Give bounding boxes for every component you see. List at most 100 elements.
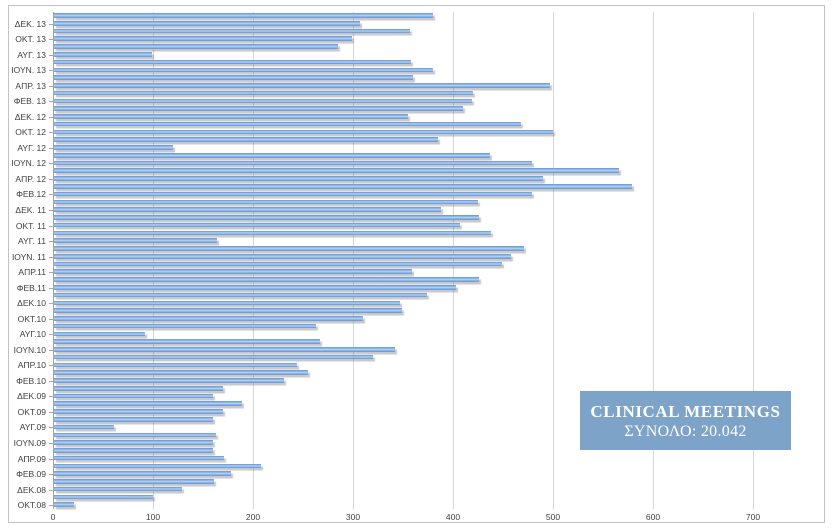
y-category-label: ΟΚΤ.10 [17,313,46,324]
gridline [653,12,654,509]
bar [54,121,521,127]
y-axis-tick [49,272,53,274]
y-category-label: ΑΥΓ. 12 [17,142,46,153]
y-axis-tick [49,396,53,398]
bar [54,479,214,484]
bar-ΑΠΡ.09 [54,455,224,461]
y-category-label: ΑΥΓ.09 [19,422,46,433]
bar [54,230,491,236]
bar [54,463,261,469]
gridline [253,12,254,509]
y-axis-tick [49,489,53,491]
bar-ΙΟΥΝ. 11 [54,253,511,259]
y-axis-tick [49,241,53,243]
x-tick-label: 700 [745,512,761,522]
y-axis-tick [49,334,53,336]
y-category-label: ΔΕΚ. 13 [14,18,46,29]
y-category-label: ΑΠΡ.09 [17,453,46,464]
bar [54,416,213,422]
bar [54,59,411,65]
overlay-total-value: ΣΥΝΟΛΟ: 20.042 [624,422,747,440]
bar-ΙΟΥΝ.10 [54,347,395,352]
value-axis-line [53,12,54,509]
bar [54,106,463,111]
bar [54,75,413,80]
bar-ΑΥΓ.09 [54,424,114,430]
bar [54,137,438,143]
bar-ΙΟΥΝ.09 [54,440,213,445]
y-category-label: ΟΚΤ.08 [17,500,46,511]
y-category-label: ΟΚΤ. 11 [15,220,46,231]
bar [54,385,223,391]
bar [54,339,320,344]
x-tick-label: 100 [145,512,161,522]
x-tick-label: 0 [50,512,56,522]
y-category-label: ΦΕΒ.12 [16,189,46,200]
y-category-label: ΑΠΡ.10 [17,360,46,371]
bar-ΦΕΒ.11 [54,284,456,290]
bar [54,432,216,438]
bar [54,448,213,453]
y-category-label: ΙΟΥΝ.09 [13,437,46,448]
y-category-label: ΟΚΤ. 12 [15,127,46,138]
bar-ΙΟΥΝ. 12 [54,160,532,166]
bar-ΙΟΥΝ. 13 [54,67,433,73]
gridline [753,12,754,509]
x-tick-label: 200 [245,512,261,522]
y-category-label: ΦΕΒ.09 [16,469,46,480]
bar-ΑΠΡ. 13 [54,83,550,88]
bar [54,370,308,375]
y-category-label: ΑΠΡ.11 [18,267,46,278]
bar-ΦΕΒ.09 [54,471,231,476]
y-category-label: ΔΕΚ.10 [17,298,46,309]
y-axis-tick [49,194,53,196]
bar [54,401,242,407]
bar [54,277,479,282]
total-overlay: CLINICAL MEETINGS ΣΥΝΟΛΟ: 20.042 [580,391,791,450]
bar [54,354,373,360]
y-axis-tick [49,70,53,72]
bar-ΦΕΒ.10 [54,378,284,383]
y-category-label: ΑΥΓ. 11 [17,236,46,247]
y-category-label: ΑΠΡ. 13 [15,80,46,91]
y-category-label: ΑΥΓ.10 [19,329,46,340]
y-axis-tick [49,349,53,351]
bar-ΟΚΤ. 12 [54,129,553,135]
bar [54,152,490,158]
bar-ΑΠΡ.11 [54,269,412,275]
gridline [353,12,354,509]
y-axis-tick [49,225,53,227]
bar [54,168,619,174]
bar-ΔΕΚ.08 [54,486,182,492]
bar [54,28,410,34]
y-axis-tick [49,116,53,118]
y-category-label: ΔΕΚ. 12 [14,111,46,122]
bar-ΑΥΓ. 13 [54,52,152,57]
bar [54,261,502,267]
y-axis-tick [49,39,53,41]
y-category-label: ΔΕΚ.09 [17,391,46,402]
bar-ΑΠΡ.10 [54,362,297,368]
bar-ΔΕΚ. 11 [54,207,441,212]
bar [54,323,316,329]
gridline [153,12,154,509]
bar [54,90,473,96]
y-axis-tick [49,178,53,180]
overlay-title: CLINICAL MEETINGS [590,401,781,421]
bar-ΑΥΓ. 12 [54,145,173,150]
bar-ΟΚΤ.10 [54,316,363,321]
y-axis-tick [49,442,53,444]
y-axis-tick [49,163,53,165]
x-tick-label: 300 [345,512,361,522]
y-axis-tick [49,318,53,320]
y-axis-tick [49,132,53,134]
y-axis-tick [49,458,53,460]
x-tick-label: 500 [545,512,561,522]
bar [54,184,632,189]
bar-ΟΚΤ.09 [54,409,223,414]
y-category-label: ΙΟΥΝ. 11 [11,251,46,262]
bar-ΟΚΤ. 13 [54,36,352,42]
bar [54,13,433,18]
bar [54,308,402,313]
